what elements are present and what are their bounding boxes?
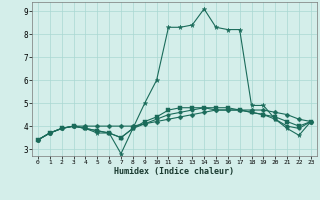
X-axis label: Humidex (Indice chaleur): Humidex (Indice chaleur): [115, 167, 234, 176]
